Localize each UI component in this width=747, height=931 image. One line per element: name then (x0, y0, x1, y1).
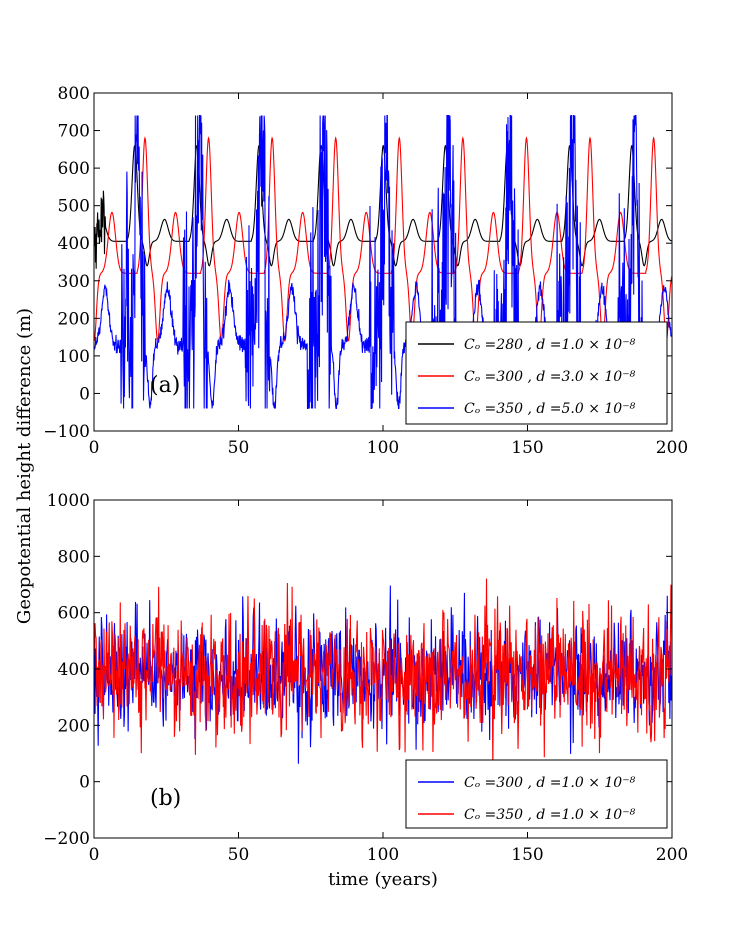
x-tick-label: 150 (511, 845, 543, 865)
y-tick-label: 0 (79, 384, 90, 404)
x-tick-label: 50 (228, 438, 250, 458)
x-tick-label: 100 (367, 845, 399, 865)
panel-a-legend: Cₒ =280 , d =1.0 × 10⁻⁸ Cₒ =300 , d =3.0 … (405, 321, 668, 425)
y-tick-label: −200 (43, 829, 90, 849)
x-axis-label: time (years) (328, 869, 438, 890)
legend-frame (405, 759, 668, 829)
y-tick-label: 600 (58, 604, 90, 624)
y-tick-label: 800 (58, 547, 90, 567)
y-tick-label: 100 (58, 347, 90, 367)
panel-a-ticks: 0 50 100 150 200−100010020030040050060070080… (43, 84, 688, 458)
y-tick-label: −100 (43, 422, 90, 442)
series-line-b-1 (94, 578, 672, 772)
y-tick-label: 0 (79, 773, 90, 793)
y-tick-label: 600 (58, 159, 90, 179)
panel-b-legend: Cₒ =300 , d =1.0 × 10⁻⁸ Cₒ =350 , d =1.0 … (405, 759, 668, 829)
y-tick-label: 400 (58, 660, 90, 680)
series-line-a-2 (94, 114, 672, 410)
legend-frame (405, 321, 668, 425)
x-tick-label: 100 (367, 438, 399, 458)
x-tick-label: 200 (656, 438, 688, 458)
x-tick-label: 50 (228, 845, 250, 865)
shared-y-axis-label: Geopotential height difference (m) (14, 308, 35, 624)
y-tick-label: 500 (58, 197, 90, 217)
y-tick-label: 300 (58, 272, 90, 292)
series-line-a-0 (94, 144, 672, 269)
y-tick-label: 700 (58, 122, 90, 142)
y-tick-label: 400 (58, 234, 90, 254)
x-tick-label: 0 (89, 438, 100, 458)
y-tick-label: 200 (58, 716, 90, 736)
legend-entry: Cₒ =350 , d =1.0 × 10⁻⁸ (464, 807, 636, 823)
x-tick-label: 200 (656, 845, 688, 865)
panel-b-label: (b) (150, 786, 181, 811)
legend-entry: Cₒ =300 , d =1.0 × 10⁻⁸ (464, 775, 636, 791)
panel-a-label: (a) (150, 373, 180, 398)
panel-a-series (94, 114, 672, 410)
legend-entry: Cₒ =280 , d =1.0 × 10⁻⁸ (464, 337, 636, 353)
panel-a: 0 50 100 150 200−100010020030040050060070080… (43, 84, 688, 458)
panel-b-series (94, 578, 672, 772)
y-tick-label: 200 (58, 309, 90, 329)
x-tick-label: 150 (511, 438, 543, 458)
legend-entry: Cₒ =300 , d =3.0 × 10⁻⁸ (464, 369, 636, 385)
y-tick-label: 800 (58, 84, 90, 104)
legend-entry: Cₒ =350 , d =5.0 × 10⁻⁸ (464, 401, 636, 417)
x-tick-label: 0 (89, 845, 100, 865)
y-tick-label: 1000 (47, 491, 90, 511)
